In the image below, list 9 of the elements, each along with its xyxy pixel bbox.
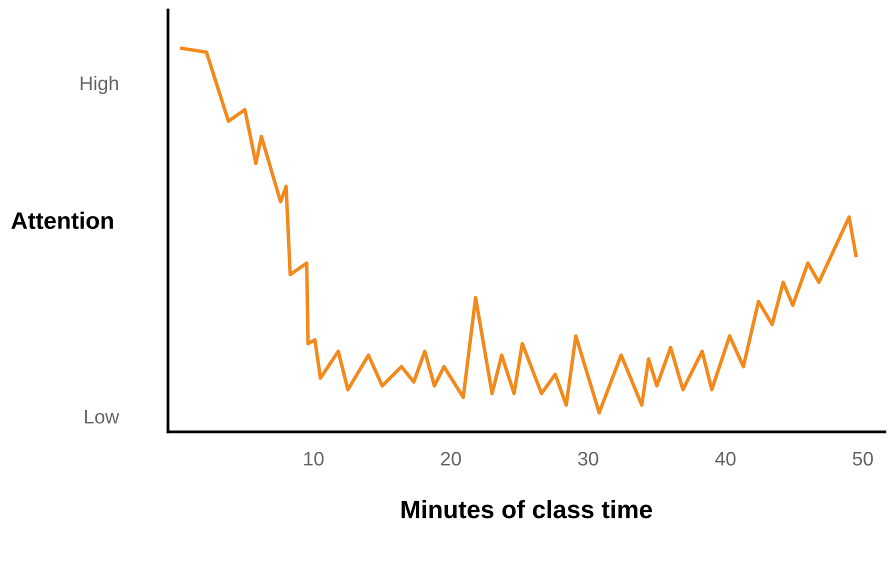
text: Low (85, 410, 120, 424)
x-axis-title: Minutes of class time (402, 500, 652, 518)
x-tick-label: 30 (578, 452, 598, 466)
text: High (80, 76, 118, 94)
x-tick-label: 40 (715, 452, 736, 466)
x-tick-label: 50 (852, 452, 873, 466)
x-tick-label: 20 (441, 452, 461, 466)
y-axis-title: Attention (11, 212, 113, 230)
x-tick-label: 10 (304, 452, 324, 466)
